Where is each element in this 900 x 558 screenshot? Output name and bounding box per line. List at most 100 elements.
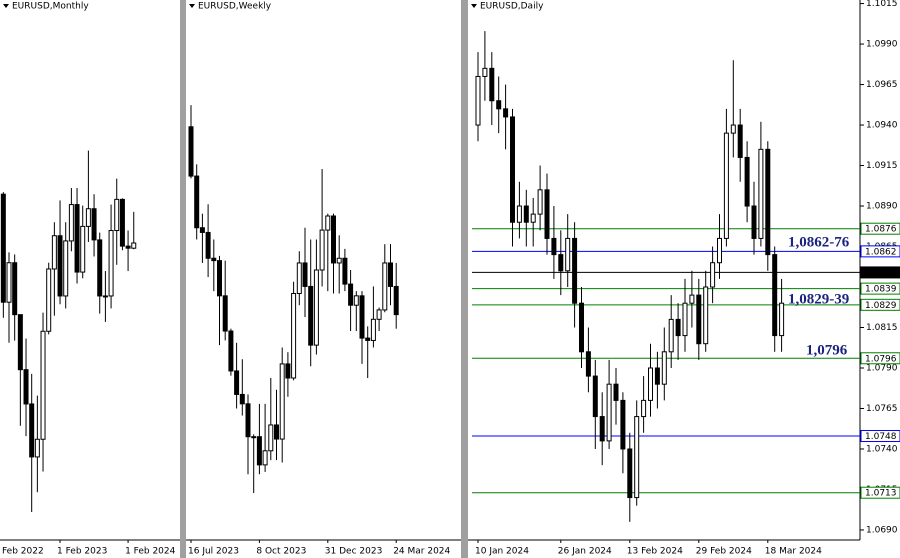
candle-body xyxy=(6,262,12,303)
candle-body xyxy=(80,225,86,273)
candle-body xyxy=(475,75,481,126)
x-tick-label: Feb 2022 xyxy=(2,547,44,557)
candle-body xyxy=(359,295,365,339)
level-price-box xyxy=(860,352,900,365)
candle-body xyxy=(228,330,234,372)
candle-body xyxy=(119,198,125,247)
candle-body xyxy=(222,295,228,332)
candle-body xyxy=(661,351,667,385)
x-tick-label: 10 Jan 2024 xyxy=(475,547,529,557)
candle-body xyxy=(319,229,325,271)
candle-body xyxy=(565,237,571,272)
candle-body xyxy=(34,438,40,458)
candle-body xyxy=(205,231,211,259)
candle-body xyxy=(57,235,63,297)
annotation: 1,0829-39 xyxy=(788,291,849,307)
x-tick-label: 1 Feb 2024 xyxy=(125,547,176,557)
level-price-box xyxy=(860,266,900,279)
candle-body xyxy=(668,318,674,353)
title-triangle xyxy=(471,4,477,8)
y-tick-label: 1.1015 xyxy=(866,0,898,9)
candle-body xyxy=(348,283,354,306)
candle-body xyxy=(365,337,371,341)
candle-body xyxy=(274,424,279,440)
level-price-box xyxy=(860,298,900,311)
y-tick-label: 1.0690 xyxy=(866,525,898,535)
candle-body xyxy=(613,383,619,401)
candle-body xyxy=(102,295,108,298)
candle-body xyxy=(125,245,131,249)
candle-body xyxy=(353,295,359,306)
candle-body xyxy=(262,450,268,466)
candle-body xyxy=(675,318,681,337)
candle-body xyxy=(51,235,57,270)
candle-body xyxy=(648,367,653,401)
candle-body xyxy=(482,67,488,77)
candle-body xyxy=(641,399,647,418)
chart-title: EURUSD,Daily xyxy=(480,2,544,12)
candle-body xyxy=(46,268,52,332)
x-tick-label: 31 Dec 2023 xyxy=(325,547,383,557)
level-price-box xyxy=(860,486,900,499)
candle-body xyxy=(63,240,69,297)
candle-body xyxy=(211,257,217,262)
candle-body xyxy=(585,351,591,377)
y-tick-label: 1.0915 xyxy=(866,161,898,171)
y-tick-label: 1.0890 xyxy=(866,202,898,212)
candle-body xyxy=(23,369,29,405)
candle-body xyxy=(689,294,695,304)
candle-body xyxy=(302,262,308,287)
y-tick-label: 1.0940 xyxy=(866,121,898,131)
annotation: 1,0796 xyxy=(806,342,848,358)
level-price-box xyxy=(860,430,900,443)
candle-body xyxy=(382,262,388,311)
title-triangle xyxy=(3,4,9,8)
panel-separator xyxy=(461,0,468,558)
candle-body xyxy=(730,124,736,134)
level-price-label: 1.0829 xyxy=(865,301,897,311)
candle-body xyxy=(599,416,605,442)
level-price-box xyxy=(860,282,900,295)
candle-body xyxy=(530,213,536,223)
candle-body xyxy=(91,208,97,241)
candle-body xyxy=(496,100,502,110)
candle-body xyxy=(572,237,578,304)
candle-body xyxy=(620,399,626,450)
panel xyxy=(0,150,137,512)
candle-body xyxy=(97,239,103,297)
chart-title: EURUSD,Monthly xyxy=(12,2,89,12)
candle-body xyxy=(313,269,319,346)
candle-body xyxy=(376,309,382,320)
level-price-label: 1.0839 xyxy=(865,285,897,295)
candle-body xyxy=(744,156,750,207)
candle-body xyxy=(717,237,722,264)
level-price-label: 1.0862 xyxy=(865,247,897,257)
candle-body xyxy=(558,254,564,272)
candle-body xyxy=(0,193,6,303)
candle-body xyxy=(331,215,336,264)
candle-body xyxy=(188,126,194,177)
y-tick-label: 1.0740 xyxy=(866,444,898,454)
candle-body xyxy=(239,393,245,405)
candle-body xyxy=(523,205,529,223)
candle-body xyxy=(336,257,342,264)
candle-body xyxy=(296,262,302,294)
title-triangle xyxy=(189,4,195,8)
candle-body xyxy=(279,363,285,440)
candle-body xyxy=(245,403,251,438)
candle-body xyxy=(393,285,399,316)
candle-body xyxy=(537,189,543,215)
candle-body xyxy=(114,198,120,232)
panel xyxy=(472,31,860,522)
candle-body xyxy=(342,257,348,285)
level-price-box xyxy=(860,245,900,258)
candle-body xyxy=(654,367,660,385)
candle-body xyxy=(194,175,200,229)
candle-body xyxy=(217,260,222,297)
candle-body xyxy=(606,383,612,442)
candle-body xyxy=(551,237,557,256)
candle-body xyxy=(256,436,262,466)
x-tick-label: 1 Feb 2023 xyxy=(57,547,107,557)
candle-body xyxy=(592,375,598,418)
candle-body xyxy=(765,148,771,256)
